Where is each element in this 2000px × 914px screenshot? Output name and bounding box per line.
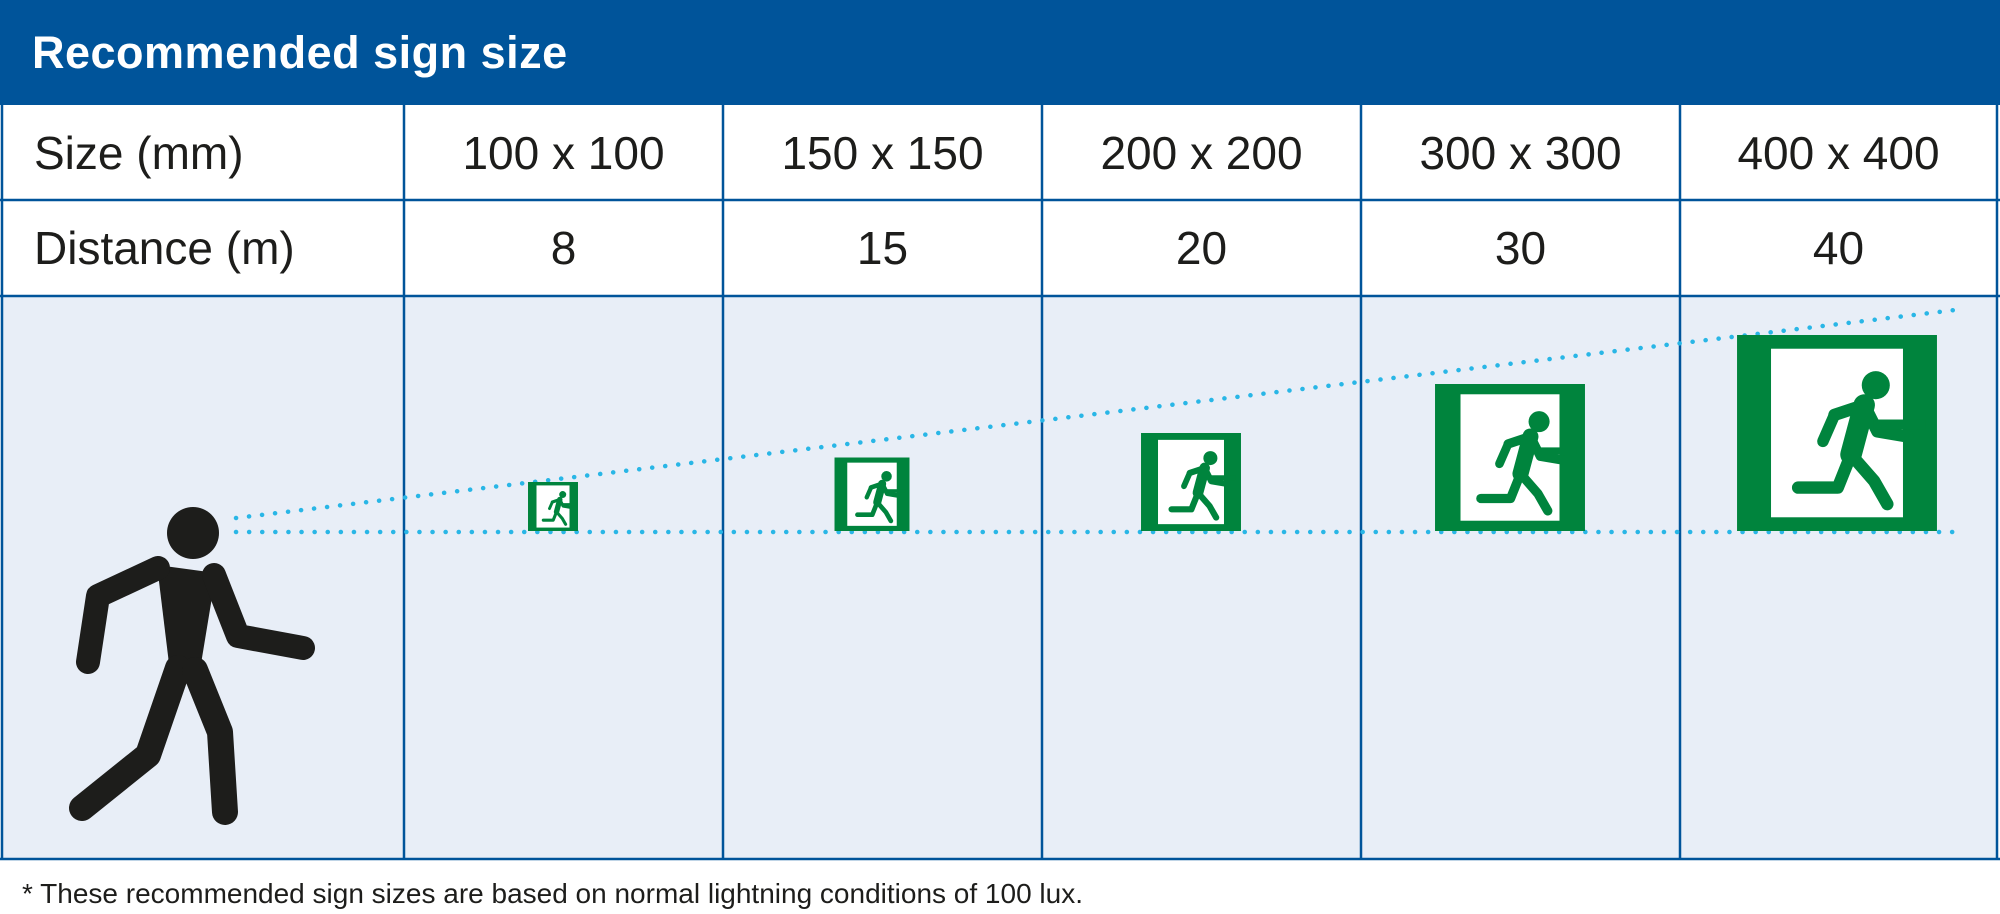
table-cell: 300 x 300 (1419, 126, 1622, 179)
table-cell: 200 x 200 (1100, 126, 1303, 179)
illustration-panel (2, 296, 1997, 859)
sign-size-table: Size (mm) 100 x 100 150 x 150 200 x 200 300 … (0, 105, 2000, 861)
walking-person-icon (69, 507, 315, 825)
viewing-angle-line (233, 307, 1958, 521)
exit-sign-icon (1141, 433, 1241, 531)
exit-sign-icon (528, 482, 578, 531)
page-title: Recommended sign size (32, 27, 568, 78)
exit-sign-icon (834, 457, 910, 531)
exit-sign-icon (1737, 335, 1937, 531)
table-cell: 8 (550, 222, 577, 274)
exit-sign-icon (1435, 384, 1585, 531)
row-label: Size (mm) (34, 126, 244, 179)
header-bar: Recommended sign size (0, 0, 2000, 105)
grid-lines (0, 105, 2000, 861)
table-cell: 30 (1494, 222, 1547, 274)
footnote: * These recommended sign sizes are based… (22, 878, 1083, 909)
row-label: Distance (m) (34, 222, 295, 274)
table-cell: 150 x 150 (781, 126, 984, 179)
table-grid (0, 105, 2000, 861)
table-cell: 100 x 100 (462, 126, 665, 179)
sight-lines (233, 307, 1958, 535)
table-cell: 400 x 400 (1737, 126, 1940, 179)
table-cell: 40 (1812, 222, 1865, 274)
exit-signs (528, 335, 1937, 531)
table-cell: 20 (1175, 222, 1228, 274)
table-cell: 15 (856, 222, 909, 274)
